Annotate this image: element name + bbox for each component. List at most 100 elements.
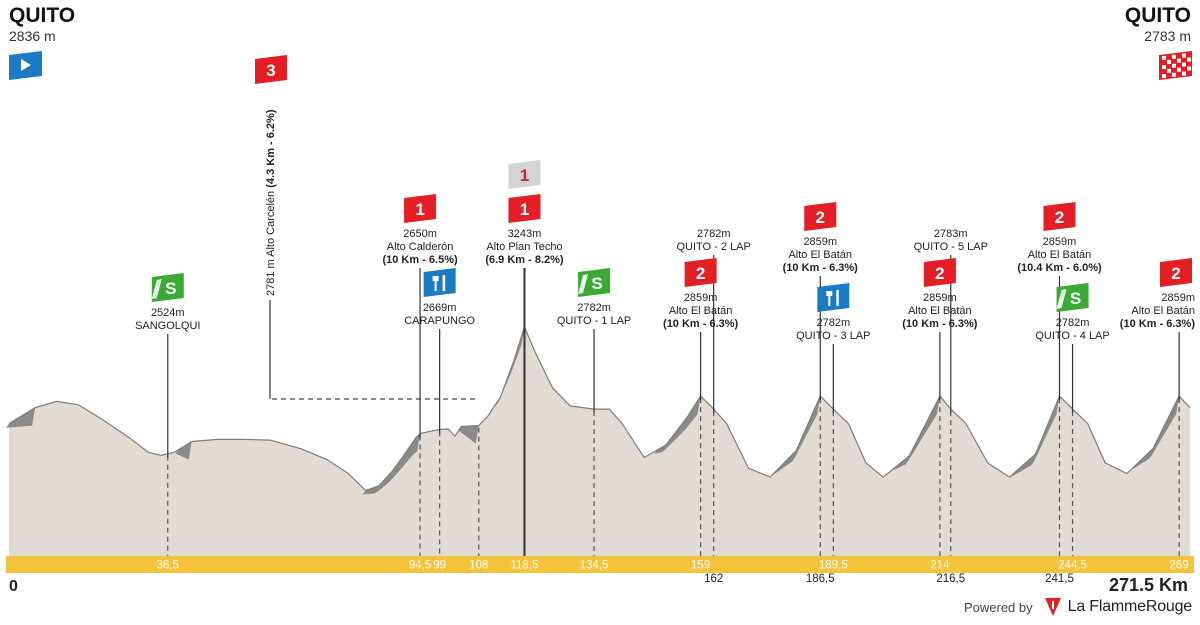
kom-category-2-icon: 2: [684, 258, 717, 287]
waypoint-label: (10 Km - 6.5%): [382, 254, 458, 266]
km-marker-label: 36,5: [157, 560, 179, 572]
waypoint-label: (10 Km - 6.3%): [902, 318, 978, 330]
sprint-stripe: [151, 279, 162, 299]
km-marker-label: 162: [704, 573, 723, 585]
waypoint-label: QUITO - 2 LAP: [676, 241, 750, 253]
kom-category-2-icon-bg: [1160, 258, 1192, 287]
fork-head: [432, 276, 439, 281]
checker-square: [1177, 67, 1181, 72]
checker-square: [1172, 54, 1176, 59]
sprint-icon: S: [151, 273, 184, 302]
bonus-category-icon-bg: [508, 160, 541, 189]
sprint-letter: S: [165, 279, 176, 298]
waypoint-label: 2650m: [403, 228, 437, 240]
checker-square: [1182, 62, 1186, 67]
waypoint-label: Alto Calderón: [387, 241, 454, 253]
fork-icon: [434, 276, 437, 291]
km-marker-label: 241,5: [1045, 573, 1074, 585]
waypoint-label: 2859m: [684, 292, 718, 304]
waypoint-label: Alto El Batán: [1028, 249, 1092, 261]
knife-icon: [442, 275, 446, 291]
waypoint-label: 2669m: [423, 302, 457, 314]
waypoint-label: 2859m: [803, 236, 837, 248]
waypoint-label: 2859m: [923, 292, 957, 304]
kom-category-2-icon: 2: [1160, 258, 1192, 287]
waypoint-label: Alto El Batán: [788, 249, 852, 261]
flamme-rouge-logo-icon: [1044, 598, 1061, 616]
checker-square: [1167, 59, 1171, 64]
kom-category-label: 3: [266, 61, 275, 80]
checker-square: [1162, 65, 1166, 69]
km-marker-label: 108: [469, 560, 488, 572]
kom-category-label: 1: [520, 200, 529, 219]
waypoint-label: QUITO - 5 LAP: [914, 241, 988, 253]
kom-category-label: 2: [816, 208, 825, 227]
waypoint-label: 2524m: [151, 307, 185, 319]
kom-category-1-icon-bg: [404, 194, 437, 223]
km-marker-label: 118,5: [510, 560, 538, 572]
km-marker-label: 216,5: [936, 573, 965, 585]
feed-zone-icon-bg: [817, 283, 850, 312]
waypoint-label: Alto El Batán: [1131, 305, 1195, 317]
waypoint-label: (10 Km - 6.3%): [1120, 318, 1196, 330]
km-bar-layer: [6, 556, 1194, 573]
vertical-climb-name: 2781 m Alto Carcelén: [265, 188, 277, 296]
kom-category-1-icon: 1: [508, 194, 541, 223]
powered-by-label: Powered by: [963, 599, 1033, 615]
checker-square: [1187, 57, 1191, 62]
waypoint-label: QUITO - 4 LAP: [1035, 330, 1109, 342]
powered-by: Powered by La FlammeRouge: [964, 596, 1192, 618]
checker-square: [1172, 63, 1176, 68]
waypoint-label: 2782m: [1056, 317, 1090, 329]
start-altitude: 2836 m: [9, 28, 56, 44]
kom-category-3-icon-bg: [254, 55, 287, 84]
waypoint-label: 2782m: [816, 317, 850, 329]
km-marker-label: 244,5: [1058, 560, 1087, 572]
waypoint-label: Alto El Batán: [669, 305, 733, 317]
waypoint-label: SANGOLQUI: [135, 320, 200, 332]
waypoint-label: (10 Km - 6.3%): [783, 262, 859, 274]
vertical-climb-label: 2781 m Alto Carcelén (4.3 Km - 6.2%): [265, 109, 277, 296]
sprint-letter: S: [591, 274, 602, 293]
knife-icon: [836, 290, 839, 306]
checker-square: [1167, 68, 1171, 73]
fork-head: [826, 291, 833, 296]
start-flag-icon: [9, 51, 42, 80]
km-marker-label: 99: [433, 560, 446, 572]
kom-category-2-icon: 2: [923, 258, 956, 287]
sprint-stripe: [578, 274, 589, 294]
terrain-outline: [8, 325, 1191, 492]
km-marker-label: 186,5: [806, 573, 835, 585]
checker-square: [1172, 72, 1176, 77]
waypoint-label: QUITO - 1 LAP: [557, 315, 631, 327]
kom-category-2-icon: 2: [804, 202, 837, 231]
terrain-area: [9, 327, 1190, 556]
waypoint-label: (10.4 Km - 6.0%): [1017, 262, 1102, 274]
waypoint-label: CARAPUNGO: [404, 315, 475, 327]
feed-zone-icon: [423, 268, 456, 297]
waypoint-label: 3243m: [508, 228, 542, 240]
kom-category-1-icon-bg: [508, 194, 541, 223]
checker-square: [1162, 74, 1166, 78]
sprint-icon: S: [1056, 283, 1089, 312]
kom-category-label: 1: [415, 200, 424, 219]
waypoint-label: QUITO - 3 LAP: [796, 330, 870, 342]
finish-altitude: 2783 m: [1144, 28, 1191, 44]
distance-start-label: 0: [9, 578, 18, 595]
kom-category-label: 2: [1055, 208, 1064, 227]
checker-square: [1182, 53, 1186, 58]
icons-layer: S 1 1 1 S 2 2 2 2 S 2 3: [151, 55, 1192, 312]
sprint-icon: S: [578, 268, 611, 297]
waypoint-label: 2859m: [1043, 236, 1077, 248]
checker-square: [1162, 56, 1166, 60]
climb-segment: [458, 425, 479, 444]
kom-category-2-icon: 2: [1043, 202, 1076, 231]
waypoint-label: Alto Plan Techo: [486, 241, 562, 253]
waypoint-label: 2783m: [934, 228, 968, 240]
km-marker-label: 214: [930, 560, 950, 572]
checker-square: [1187, 66, 1191, 71]
waypoint-label: Alto El Batán: [908, 305, 972, 317]
vertical-climb-stats: (4.3 Km - 6.2%): [265, 109, 277, 188]
brand-name[interactable]: La FlammeRouge: [1067, 598, 1193, 615]
